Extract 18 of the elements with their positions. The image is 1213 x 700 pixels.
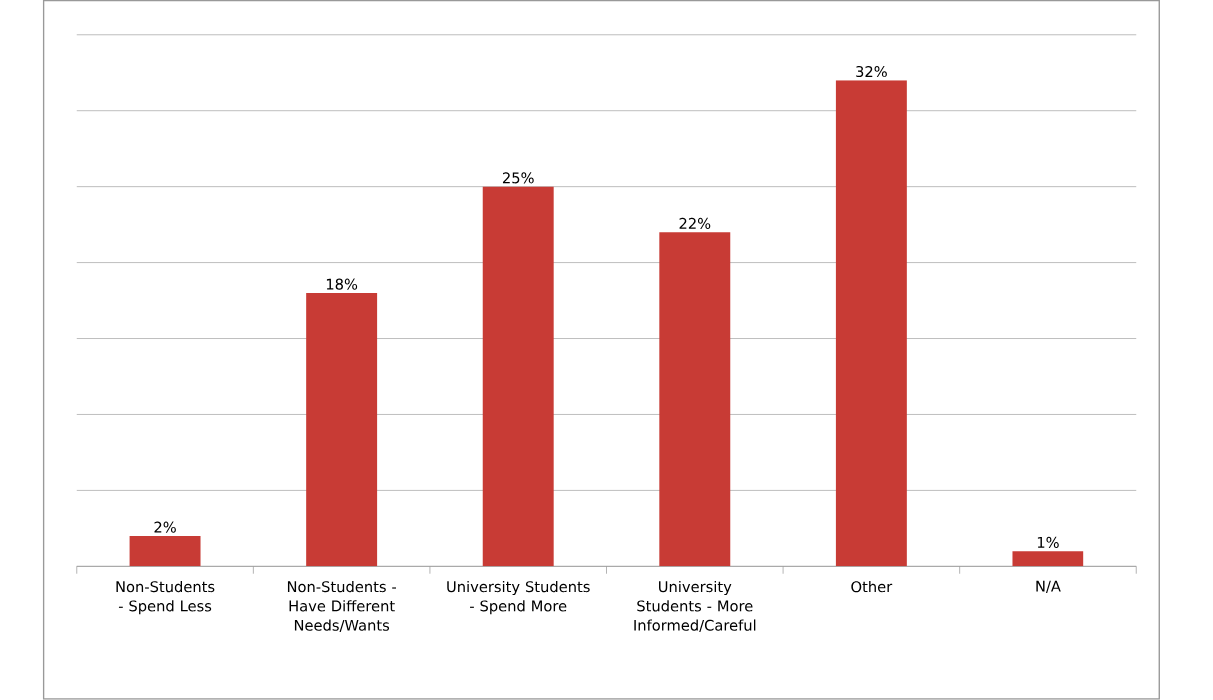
bar [482, 186, 554, 567]
data-label: 18% [326, 278, 358, 290]
bar [129, 536, 201, 567]
data-label: 22% [679, 218, 711, 230]
x-tick-label: N/A [1036, 581, 1061, 594]
x-tick-label: Non-Students - Have Different Needs/Wants [287, 581, 397, 633]
x-tick-label: University Students - More Informed/Careful [634, 581, 756, 633]
bar [1012, 551, 1084, 567]
data-label: 1% [1037, 536, 1059, 549]
bar [835, 80, 907, 567]
x-tick-label: University Students - Spend More [447, 581, 590, 615]
data-label: 2% [154, 521, 176, 533]
bar [306, 293, 378, 567]
data-label: 25% [502, 172, 534, 184]
x-tick-label: Other [851, 581, 893, 593]
bar [659, 232, 731, 567]
data-label: 32% [856, 66, 887, 78]
x-tick-label: Non-Students - Spend Less [116, 581, 215, 615]
